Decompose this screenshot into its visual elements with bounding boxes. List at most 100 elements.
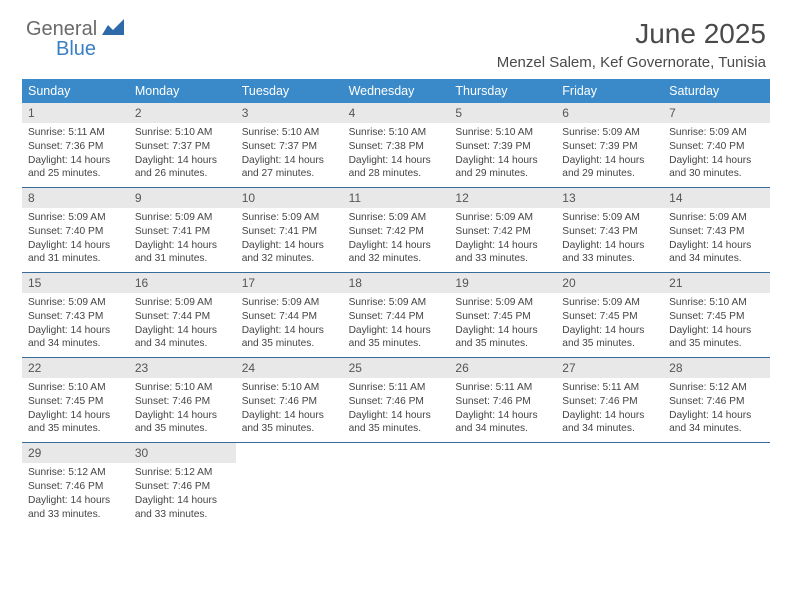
sunset-text: Sunset: 7:39 PM xyxy=(562,140,657,154)
day-number: 19 xyxy=(449,273,556,293)
weekday-header: Wednesday xyxy=(343,79,450,103)
daylight-text: Daylight: 14 hours and 29 minutes. xyxy=(455,154,550,182)
day-content: Sunrise: 5:10 AMSunset: 7:45 PMDaylight:… xyxy=(663,293,770,357)
day-content: Sunrise: 5:10 AMSunset: 7:37 PMDaylight:… xyxy=(129,123,236,187)
day-content: Sunrise: 5:11 AMSunset: 7:46 PMDaylight:… xyxy=(556,378,663,442)
sunrise-text: Sunrise: 5:09 AM xyxy=(455,296,550,310)
sunrise-text: Sunrise: 5:10 AM xyxy=(242,381,337,395)
sunset-text: Sunset: 7:46 PM xyxy=(242,395,337,409)
sunrise-text: Sunrise: 5:11 AM xyxy=(562,381,657,395)
sunset-text: Sunset: 7:46 PM xyxy=(135,480,230,494)
sunrise-text: Sunrise: 5:10 AM xyxy=(28,381,123,395)
sunset-text: Sunset: 7:46 PM xyxy=(28,480,123,494)
daylight-text: Daylight: 14 hours and 32 minutes. xyxy=(349,239,444,267)
sunset-text: Sunset: 7:44 PM xyxy=(349,310,444,324)
weekday-header: Sunday xyxy=(22,79,129,103)
sunrise-text: Sunrise: 5:12 AM xyxy=(28,466,123,480)
daylight-text: Daylight: 14 hours and 27 minutes. xyxy=(242,154,337,182)
sunrise-text: Sunrise: 5:10 AM xyxy=(349,126,444,140)
sunset-text: Sunset: 7:39 PM xyxy=(455,140,550,154)
day-number: 30 xyxy=(129,443,236,463)
day-number: 16 xyxy=(129,273,236,293)
day-content: Sunrise: 5:09 AMSunset: 7:39 PMDaylight:… xyxy=(556,123,663,187)
day-content: Sunrise: 5:11 AMSunset: 7:46 PMDaylight:… xyxy=(449,378,556,442)
day-content: Sunrise: 5:09 AMSunset: 7:41 PMDaylight:… xyxy=(129,208,236,272)
daylight-text: Daylight: 14 hours and 25 minutes. xyxy=(28,154,123,182)
day-content: Sunrise: 5:09 AMSunset: 7:45 PMDaylight:… xyxy=(449,293,556,357)
day-number: 11 xyxy=(343,188,450,208)
calendar: Sunday Monday Tuesday Wednesday Thursday… xyxy=(0,79,792,527)
daylight-text: Daylight: 14 hours and 34 minutes. xyxy=(28,324,123,352)
daylight-text: Daylight: 14 hours and 35 minutes. xyxy=(242,409,337,437)
sunrise-text: Sunrise: 5:09 AM xyxy=(562,211,657,225)
day-cell: 12Sunrise: 5:09 AMSunset: 7:42 PMDayligh… xyxy=(449,188,556,272)
sunset-text: Sunset: 7:38 PM xyxy=(349,140,444,154)
day-content: Sunrise: 5:10 AMSunset: 7:46 PMDaylight:… xyxy=(129,378,236,442)
day-cell: 29Sunrise: 5:12 AMSunset: 7:46 PMDayligh… xyxy=(22,443,129,527)
sunrise-text: Sunrise: 5:12 AM xyxy=(135,466,230,480)
daylight-text: Daylight: 14 hours and 33 minutes. xyxy=(562,239,657,267)
day-cell: 11Sunrise: 5:09 AMSunset: 7:42 PMDayligh… xyxy=(343,188,450,272)
logo-chart-icon xyxy=(102,19,124,40)
day-cell: 9Sunrise: 5:09 AMSunset: 7:41 PMDaylight… xyxy=(129,188,236,272)
day-cell: 15Sunrise: 5:09 AMSunset: 7:43 PMDayligh… xyxy=(22,273,129,357)
day-content: Sunrise: 5:09 AMSunset: 7:42 PMDaylight:… xyxy=(343,208,450,272)
day-content: Sunrise: 5:09 AMSunset: 7:40 PMDaylight:… xyxy=(22,208,129,272)
day-content: Sunrise: 5:10 AMSunset: 7:37 PMDaylight:… xyxy=(236,123,343,187)
day-number: 18 xyxy=(343,273,450,293)
day-content: Sunrise: 5:10 AMSunset: 7:46 PMDaylight:… xyxy=(236,378,343,442)
weekday-header: Tuesday xyxy=(236,79,343,103)
week-row: 15Sunrise: 5:09 AMSunset: 7:43 PMDayligh… xyxy=(22,272,770,357)
sunrise-text: Sunrise: 5:10 AM xyxy=(669,296,764,310)
weekday-header-row: Sunday Monday Tuesday Wednesday Thursday… xyxy=(22,79,770,103)
daylight-text: Daylight: 14 hours and 28 minutes. xyxy=(349,154,444,182)
day-number: 17 xyxy=(236,273,343,293)
daylight-text: Daylight: 14 hours and 33 minutes. xyxy=(135,494,230,522)
sunset-text: Sunset: 7:41 PM xyxy=(135,225,230,239)
sunset-text: Sunset: 7:42 PM xyxy=(349,225,444,239)
sunrise-text: Sunrise: 5:10 AM xyxy=(135,381,230,395)
week-row: 29Sunrise: 5:12 AMSunset: 7:46 PMDayligh… xyxy=(22,442,770,527)
sunrise-text: Sunrise: 5:09 AM xyxy=(562,126,657,140)
day-content: Sunrise: 5:09 AMSunset: 7:41 PMDaylight:… xyxy=(236,208,343,272)
day-cell xyxy=(343,443,450,527)
sunrise-text: Sunrise: 5:09 AM xyxy=(242,211,337,225)
header: General Blue June 2025 Menzel Salem, Kef… xyxy=(0,0,792,79)
daylight-text: Daylight: 14 hours and 35 minutes. xyxy=(349,409,444,437)
weeks-container: 1Sunrise: 5:11 AMSunset: 7:36 PMDaylight… xyxy=(22,103,770,527)
day-cell: 18Sunrise: 5:09 AMSunset: 7:44 PMDayligh… xyxy=(343,273,450,357)
daylight-text: Daylight: 14 hours and 30 minutes. xyxy=(669,154,764,182)
day-cell: 4Sunrise: 5:10 AMSunset: 7:38 PMDaylight… xyxy=(343,103,450,187)
day-content: Sunrise: 5:09 AMSunset: 7:42 PMDaylight:… xyxy=(449,208,556,272)
day-cell: 24Sunrise: 5:10 AMSunset: 7:46 PMDayligh… xyxy=(236,358,343,442)
sunrise-text: Sunrise: 5:09 AM xyxy=(349,211,444,225)
daylight-text: Daylight: 14 hours and 35 minutes. xyxy=(455,324,550,352)
daylight-text: Daylight: 14 hours and 34 minutes. xyxy=(669,239,764,267)
day-cell: 21Sunrise: 5:10 AMSunset: 7:45 PMDayligh… xyxy=(663,273,770,357)
sunrise-text: Sunrise: 5:09 AM xyxy=(135,211,230,225)
day-cell: 19Sunrise: 5:09 AMSunset: 7:45 PMDayligh… xyxy=(449,273,556,357)
day-number: 7 xyxy=(663,103,770,123)
day-cell: 8Sunrise: 5:09 AMSunset: 7:40 PMDaylight… xyxy=(22,188,129,272)
day-number: 21 xyxy=(663,273,770,293)
day-content: Sunrise: 5:09 AMSunset: 7:40 PMDaylight:… xyxy=(663,123,770,187)
sunset-text: Sunset: 7:44 PM xyxy=(135,310,230,324)
day-content: Sunrise: 5:09 AMSunset: 7:43 PMDaylight:… xyxy=(22,293,129,357)
sunset-text: Sunset: 7:45 PM xyxy=(455,310,550,324)
day-content: Sunrise: 5:12 AMSunset: 7:46 PMDaylight:… xyxy=(22,463,129,527)
daylight-text: Daylight: 14 hours and 34 minutes. xyxy=(669,409,764,437)
day-content: Sunrise: 5:11 AMSunset: 7:46 PMDaylight:… xyxy=(343,378,450,442)
sunrise-text: Sunrise: 5:11 AM xyxy=(28,126,123,140)
day-cell: 26Sunrise: 5:11 AMSunset: 7:46 PMDayligh… xyxy=(449,358,556,442)
day-cell: 23Sunrise: 5:10 AMSunset: 7:46 PMDayligh… xyxy=(129,358,236,442)
day-cell xyxy=(663,443,770,527)
day-content: Sunrise: 5:12 AMSunset: 7:46 PMDaylight:… xyxy=(129,463,236,527)
logo-text-blue: Blue xyxy=(56,38,96,61)
sunrise-text: Sunrise: 5:09 AM xyxy=(669,126,764,140)
sunset-text: Sunset: 7:37 PM xyxy=(135,140,230,154)
daylight-text: Daylight: 14 hours and 35 minutes. xyxy=(562,324,657,352)
daylight-text: Daylight: 14 hours and 34 minutes. xyxy=(562,409,657,437)
day-content: Sunrise: 5:10 AMSunset: 7:45 PMDaylight:… xyxy=(22,378,129,442)
sunset-text: Sunset: 7:43 PM xyxy=(562,225,657,239)
sunset-text: Sunset: 7:46 PM xyxy=(135,395,230,409)
